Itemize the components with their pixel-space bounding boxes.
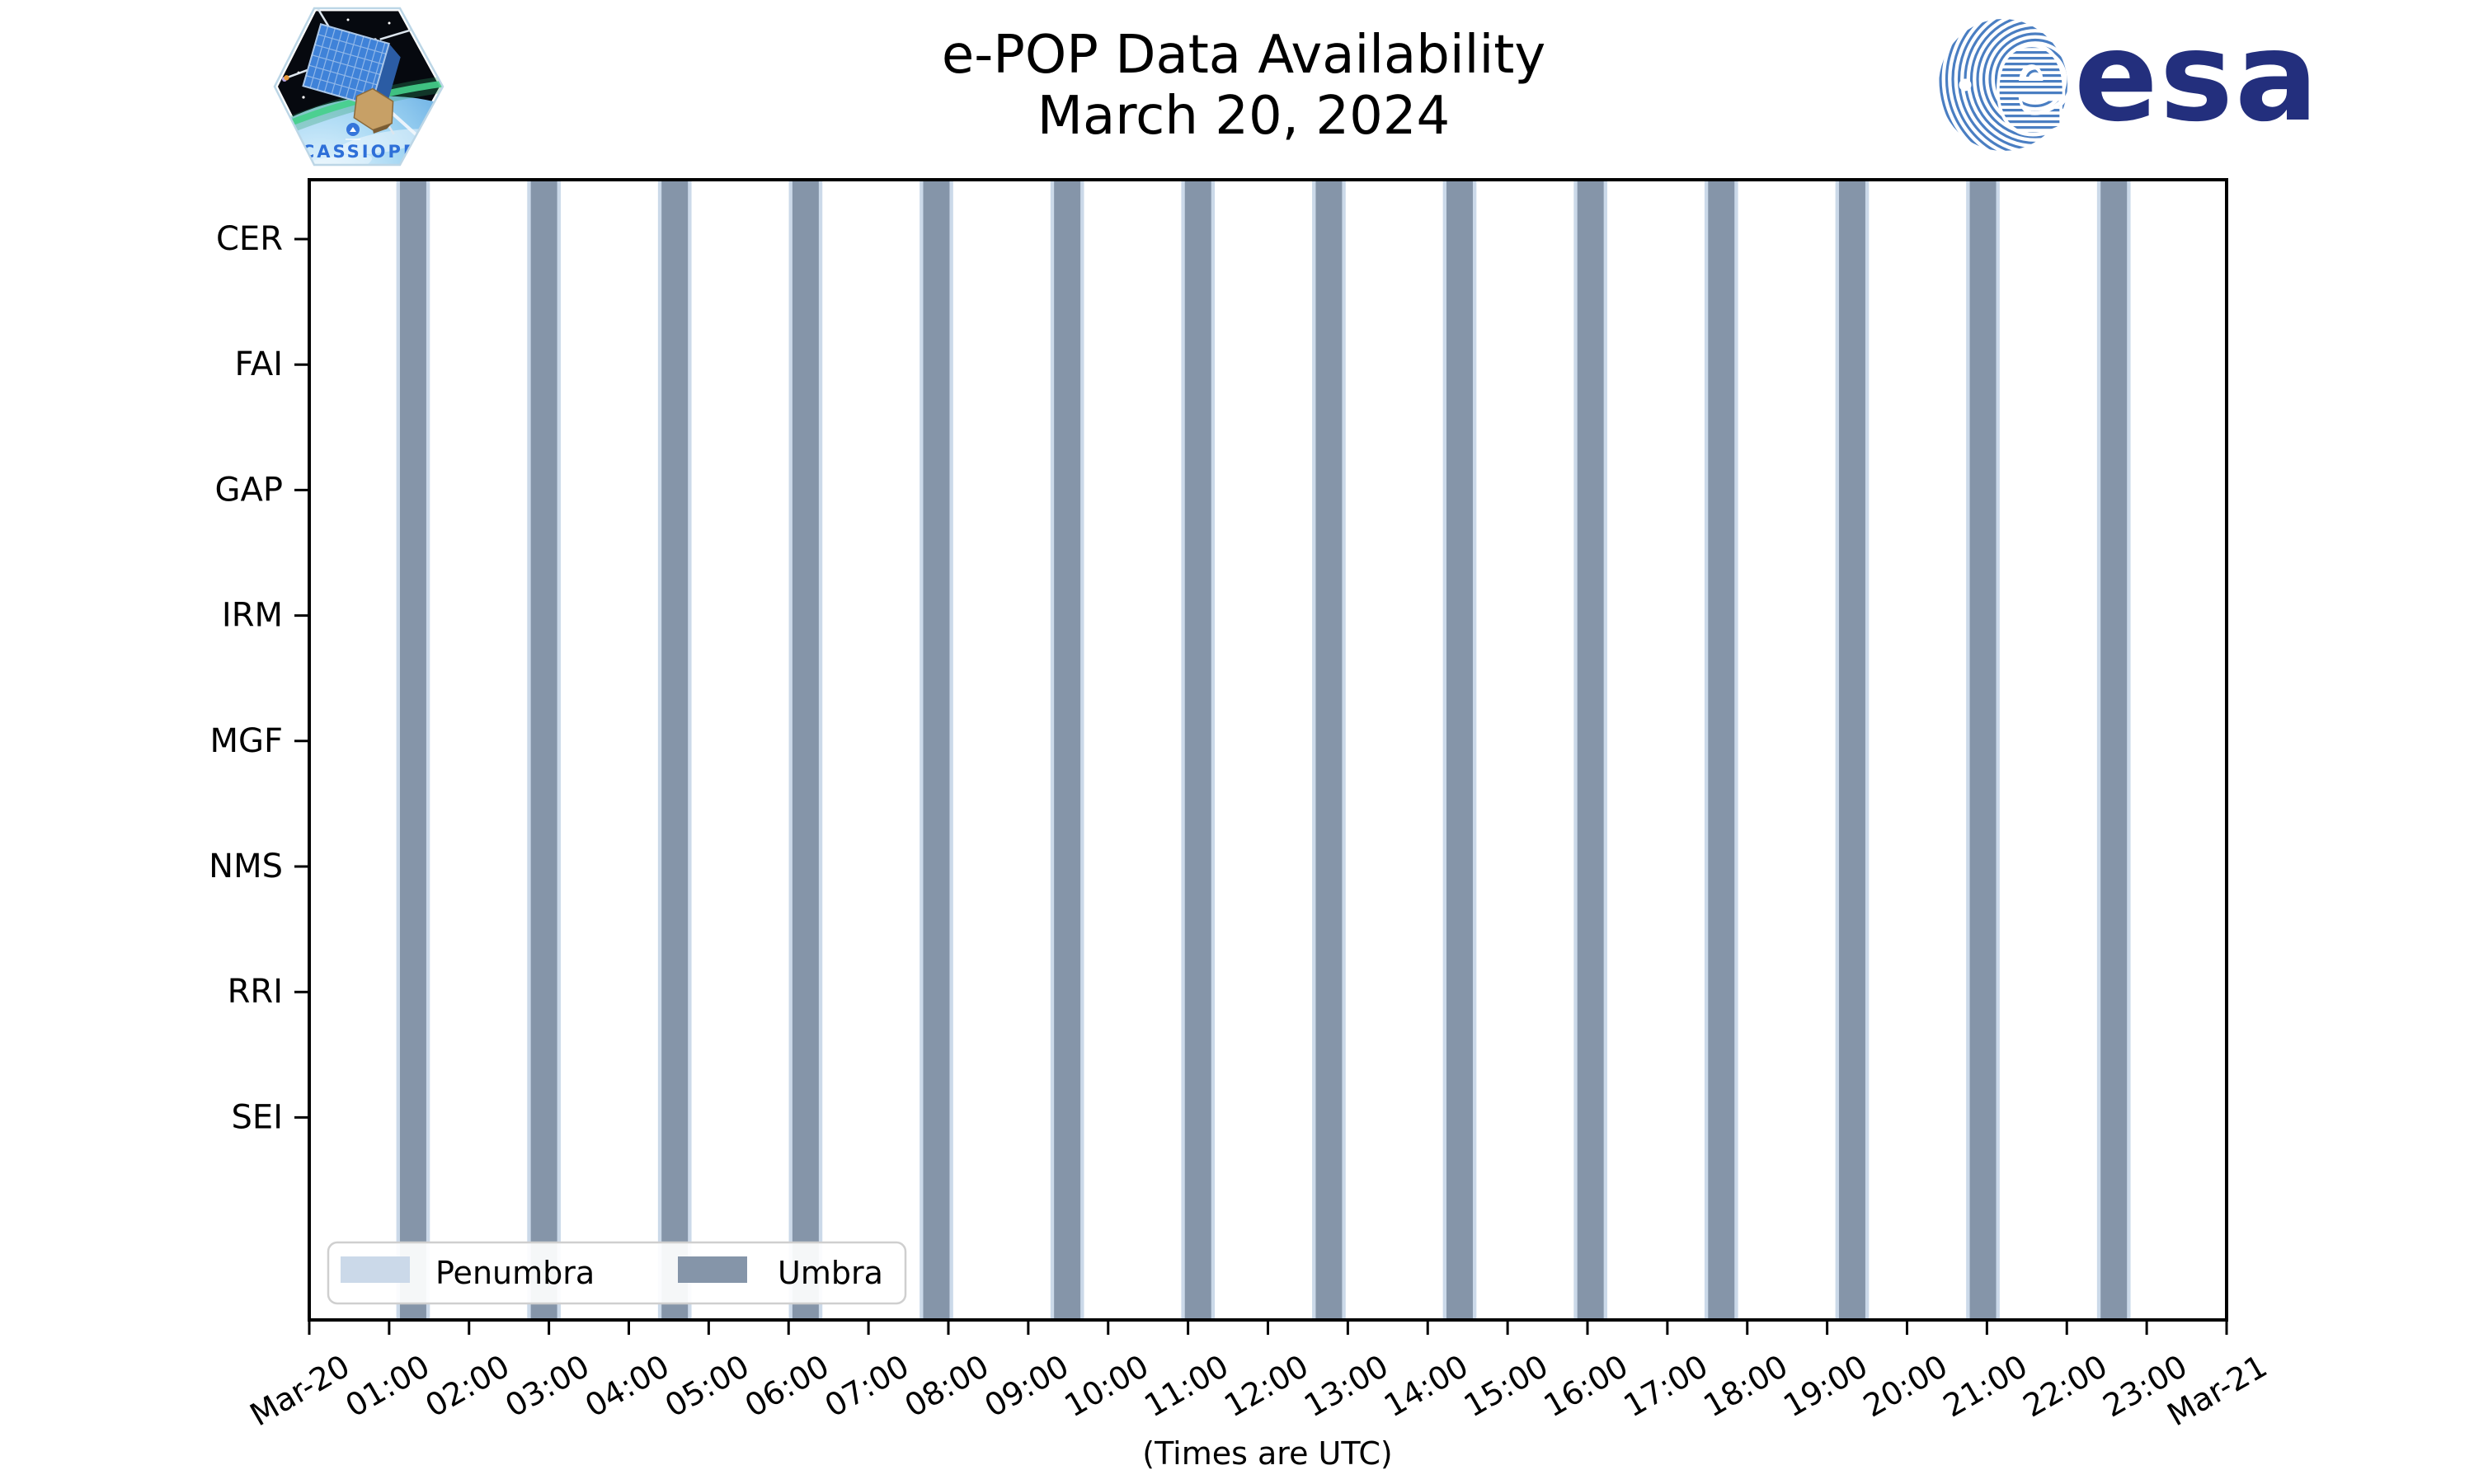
x-tick-label: Mar-20 <box>244 1348 356 1434</box>
esa-globe-stripe <box>1988 32 2067 126</box>
x-tick-label: 19:00 <box>1777 1348 1874 1425</box>
esa-globe-stripe <box>1957 19 2067 151</box>
y-tick-label: CER <box>216 220 283 258</box>
x-tick-label: 06:00 <box>739 1348 835 1425</box>
esa-globe-stripe <box>2013 57 2058 101</box>
umbra-band <box>1054 181 1081 1318</box>
chart-title-line2: March 20, 2024 <box>1037 86 1450 147</box>
csa-logo-icon <box>346 123 360 140</box>
x-tick-label: 07:00 <box>819 1348 915 1425</box>
x-tick-label: 10:00 <box>1058 1348 1155 1425</box>
x-tick-label: 05:00 <box>659 1348 755 1425</box>
x-tick-label: 03:00 <box>499 1348 595 1425</box>
esa-wordmark: esa <box>2074 6 2320 149</box>
patch-hexagon-border <box>273 7 444 167</box>
y-axis-ticks: CER FAI GAP IRM MGF NMS RRI SEI <box>209 220 309 1136</box>
y-tick-label: FAI <box>235 345 284 383</box>
umbra-band <box>1184 181 1211 1318</box>
x-tick-label: 09:00 <box>979 1348 1075 1425</box>
x-tick-label: 12:00 <box>1218 1348 1315 1425</box>
legend-label-umbra: Umbra <box>778 1255 883 1291</box>
y-tick-label: MGF <box>209 722 283 760</box>
esa-globe-stripe <box>2019 63 2052 96</box>
legend-box <box>327 1241 907 1305</box>
umbra-band <box>1315 181 1343 1318</box>
umbra-band <box>1708 181 1735 1318</box>
x-tick-label: 15:00 <box>1458 1348 1554 1425</box>
esa-globe-stripe <box>2006 50 2064 108</box>
x-tick-label: 11:00 <box>1138 1348 1235 1425</box>
umbra-band <box>1577 181 1604 1318</box>
legend-label-penumbra: Penumbra <box>435 1255 595 1291</box>
plot-area: CER FAI GAP IRM MGF NMS RRI SEI Mar-2001:0002:0… <box>209 178 2274 1472</box>
esa-globe-stripe <box>1951 19 2067 151</box>
plot-frame <box>308 178 2228 1322</box>
x-tick-label: 22:00 <box>2017 1348 2114 1425</box>
y-tick-label: GAP <box>215 471 283 509</box>
y-tick-label: NMS <box>209 848 283 885</box>
x-tick-label: 20:00 <box>1857 1348 1954 1425</box>
esa-logo: e esa <box>1939 0 2320 169</box>
y-tick-label: IRM <box>222 597 283 635</box>
x-tick-label: 17:00 <box>1618 1348 1714 1425</box>
esa-globe-stripe <box>2001 45 2067 114</box>
x-tick-label: 02:00 <box>419 1348 515 1425</box>
esa-globe-moon-dot <box>1959 78 1972 92</box>
esa-globe-stripe <box>1994 38 2067 120</box>
x-tick-label: 08:00 <box>899 1348 995 1425</box>
x-tick-label: 13:00 <box>1298 1348 1395 1425</box>
esa-globe-stripe <box>1939 19 2067 151</box>
umbra-band <box>792 181 819 1318</box>
umbra-band <box>399 181 426 1318</box>
esa-globe-letter: e <box>1995 0 2067 165</box>
x-tick-label: 18:00 <box>1697 1348 1794 1425</box>
x-tick-label: 16:00 <box>1538 1348 1634 1425</box>
umbra-band <box>1446 181 1473 1318</box>
cassiope-mission-patch: CASSIOPE <box>271 5 446 168</box>
x-tick-label: 14:00 <box>1378 1348 1475 1425</box>
esa-globe-stripe <box>2025 69 2045 89</box>
umbra-band <box>923 181 950 1318</box>
x-axis-note: (Times are UTC) <box>1142 1435 1392 1472</box>
x-axis-ticks: Mar-2001:0002:0003:0004:0005:0006:0007:0… <box>244 1320 2274 1433</box>
x-tick-label: 21:00 <box>1937 1348 2034 1425</box>
umbra-band <box>661 181 689 1318</box>
chart-title-line1: e-POP Data Availability <box>942 25 1545 86</box>
earth-clouds-graphic <box>275 129 434 165</box>
x-tick-label: 04:00 <box>579 1348 675 1425</box>
shadow-bars <box>396 181 2131 1318</box>
umbra-band <box>2100 181 2128 1318</box>
legend-swatch-umbra <box>678 1256 747 1283</box>
legend-swatch-penumbra <box>341 1256 410 1283</box>
satellite-icon <box>284 8 435 135</box>
umbra-band <box>530 181 557 1318</box>
x-tick-label: 01:00 <box>340 1348 436 1425</box>
umbra-band <box>1969 181 1997 1318</box>
esa-globe-stripe <box>1945 19 2067 151</box>
umbra-band <box>1838 181 1865 1318</box>
cassiope-wordmark: CASSIOPE <box>302 142 417 162</box>
y-tick-label: SEI <box>232 1098 283 1136</box>
y-tick-label: RRI <box>228 973 283 1011</box>
legend: Penumbra Umbra <box>327 1241 907 1305</box>
